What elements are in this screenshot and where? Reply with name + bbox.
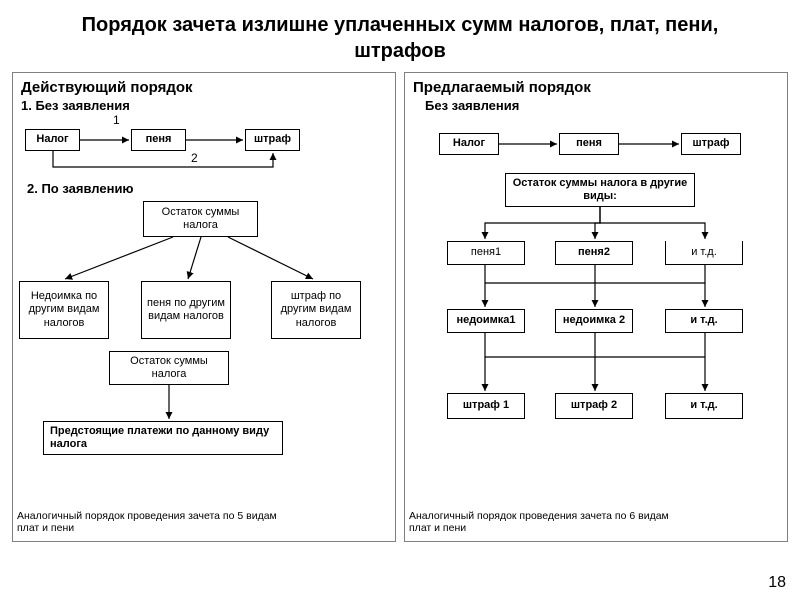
l-box-penya: пеня [131, 129, 186, 151]
r-box-shtraf: штраф [681, 133, 741, 155]
page-title: Порядок зачета излишне уплаченных сумм н… [0, 0, 800, 72]
r-r2a: пеня1 [447, 241, 525, 265]
l-num2: 2 [191, 151, 198, 165]
r-r3b: недоимка 2 [555, 309, 633, 333]
r-box-nalog: Налог [439, 133, 499, 155]
r-r3a: недоимка1 [447, 309, 525, 333]
l-box-bottom: Предстоящие платежи по данному виду нало… [43, 421, 283, 455]
l-leaf-b: пеня по другим видам налогов [141, 281, 231, 339]
l-num1: 1 [113, 113, 120, 127]
panels: Действующий порядок 1. Без заявления Нал… [0, 72, 800, 542]
l-footnote: Аналогичный порядок проведения зачета по… [17, 510, 277, 535]
panel-right: Предлагаемый порядок Без заявления Налог… [404, 72, 788, 542]
right-heading: Предлагаемый порядок [413, 79, 779, 96]
r-footnote: Аналогичный порядок проведения зачета по… [409, 510, 669, 535]
left-heading: Действующий порядок [21, 79, 387, 96]
right-sub1: Без заявления [425, 98, 779, 113]
r-r4b: штраф 2 [555, 393, 633, 419]
l-leaf-c: штраф по другим видам налогов [271, 281, 361, 339]
l-leaf-a: Недоимка по другим видам налогов [19, 281, 109, 339]
page-number: 18 [768, 574, 786, 592]
left-sub2: 2. По заявлению [27, 181, 134, 196]
panel-left: Действующий порядок 1. Без заявления Нал… [12, 72, 396, 542]
r-r2c: и т.д. [665, 241, 743, 265]
left-sub1: 1. Без заявления [21, 98, 387, 113]
r-r4c: и т.д. [665, 393, 743, 419]
l-box-nalog: Налог [25, 129, 80, 151]
l-box-mid2: Остаток суммы налога [109, 351, 229, 385]
r-box-penya: пеня [559, 133, 619, 155]
r-box-mid: Остаток суммы налога в другие виды: [505, 173, 695, 207]
l-box-shtraf: штраф [245, 129, 300, 151]
l-box-mid: Остаток суммы налога [143, 201, 258, 237]
r-r2b: пеня2 [555, 241, 633, 265]
r-r4a: штраф 1 [447, 393, 525, 419]
r-r3c: и т.д. [665, 309, 743, 333]
